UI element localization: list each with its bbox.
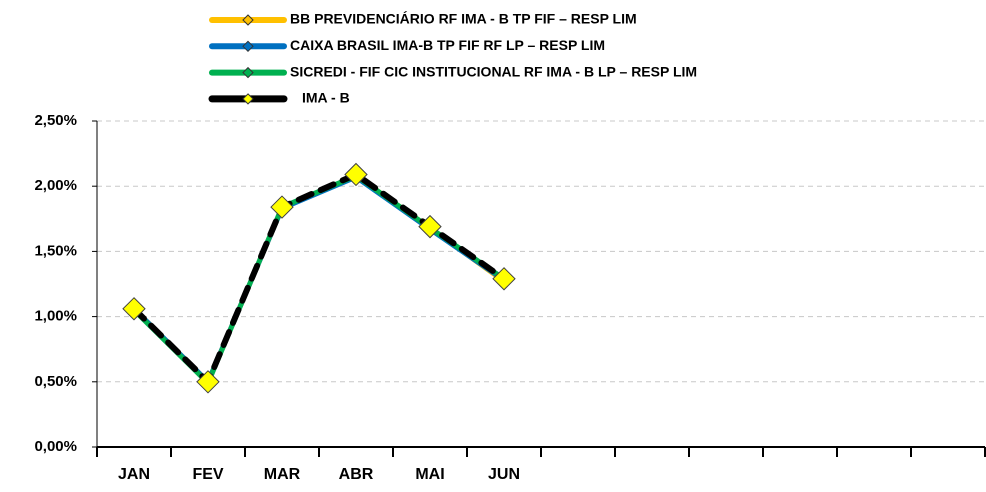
y-tick-label: 1,00% xyxy=(34,308,77,325)
point-marker xyxy=(270,195,294,219)
series-line xyxy=(131,174,507,385)
legend-marker xyxy=(242,66,254,79)
x-tick-label: ABR xyxy=(339,466,374,483)
legend-label: SICREDI - FIF CIC INSTITUCIONAL RF IMA -… xyxy=(290,63,697,79)
x-tick-label: FEV xyxy=(192,466,223,483)
point-marker xyxy=(196,370,220,394)
x-tick-label: MAR xyxy=(264,466,301,483)
y-tick-label: 2,50% xyxy=(34,112,77,129)
series-line xyxy=(131,173,507,385)
legend-marker xyxy=(242,93,254,105)
series-line xyxy=(131,171,507,385)
point-marker xyxy=(122,297,146,321)
point-marker xyxy=(492,267,516,291)
legend-label: CAIXA BRASIL IMA-B TP FIF RF LP – RESP L… xyxy=(290,37,605,53)
legend-marker xyxy=(242,40,254,53)
x-tick-label: MAI xyxy=(415,466,444,483)
legend-marker xyxy=(242,14,254,26)
y-tick-label: 0,50% xyxy=(34,373,77,390)
y-tick-label: 2,00% xyxy=(34,177,77,194)
y-tick-label: 1,50% xyxy=(34,242,77,259)
x-tick-label: JUN xyxy=(488,466,520,483)
legend-label: BB PREVIDENCIÁRIO RF IMA - B TP FIF – RE… xyxy=(290,11,637,27)
series-line xyxy=(131,173,507,386)
x-tick-label: JAN xyxy=(118,466,150,483)
point-marker xyxy=(418,214,442,239)
y-tick-label: 0,00% xyxy=(34,438,77,455)
legend-label: IMA - B xyxy=(302,90,350,106)
point-marker xyxy=(344,162,368,187)
